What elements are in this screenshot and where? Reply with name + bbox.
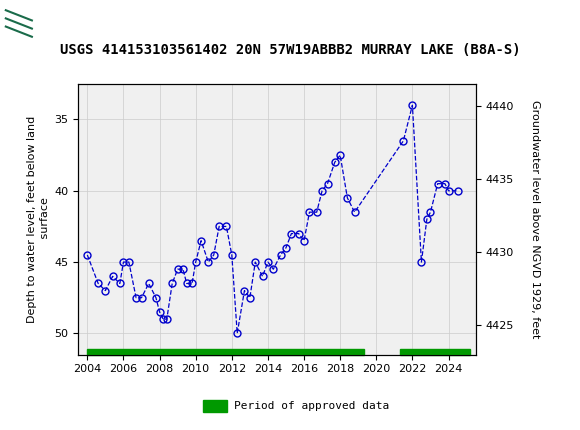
Bar bbox=[203, 400, 227, 412]
Text: USGS 414153103561402 20N 57W19ABBB2 MURRAY LAKE (B8A-S): USGS 414153103561402 20N 57W19ABBB2 MURR… bbox=[60, 43, 520, 57]
Y-axis label: Groundwater level above NGVD 1929, feet: Groundwater level above NGVD 1929, feet bbox=[530, 100, 541, 338]
Text: USGS: USGS bbox=[38, 11, 97, 30]
Y-axis label: Depth to water level, feet below land
 surface: Depth to water level, feet below land su… bbox=[27, 116, 50, 323]
Bar bbox=[3, 3, 78, 37]
Bar bbox=[88, 349, 364, 355]
Bar bbox=[400, 349, 470, 355]
Text: Period of approved data: Period of approved data bbox=[234, 401, 390, 412]
